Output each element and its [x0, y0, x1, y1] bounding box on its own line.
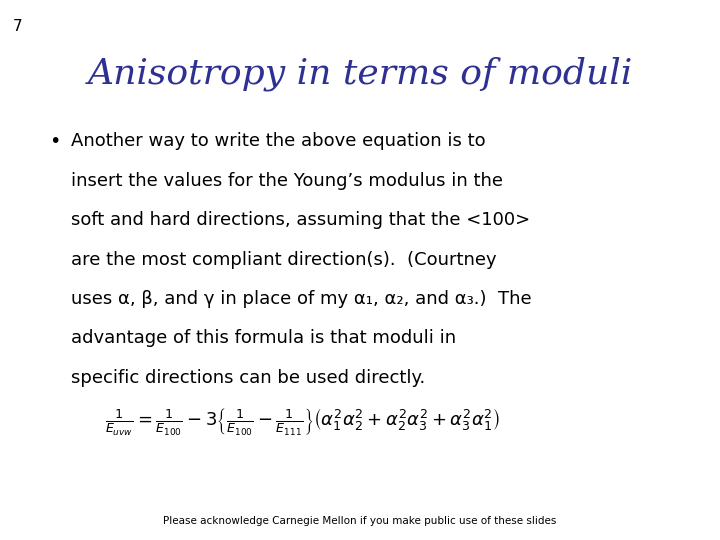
Text: Anisotropy in terms of moduli: Anisotropy in terms of moduli	[87, 57, 633, 91]
Text: Please acknowledge Carnegie Mellon if you make public use of these slides: Please acknowledge Carnegie Mellon if yo…	[163, 516, 557, 526]
Text: soft and hard directions, assuming that the <100>: soft and hard directions, assuming that …	[71, 211, 530, 229]
Text: Another way to write the above equation is to: Another way to write the above equation …	[71, 132, 485, 150]
Text: are the most compliant direction(s).  (Courtney: are the most compliant direction(s). (Co…	[71, 251, 496, 268]
Text: uses α, β, and γ in place of my α₁, α₂, and α₃.)  The: uses α, β, and γ in place of my α₁, α₂, …	[71, 290, 531, 308]
Text: 7: 7	[13, 19, 22, 34]
Text: insert the values for the Young’s modulus in the: insert the values for the Young’s modulu…	[71, 172, 503, 190]
Text: advantage of this formula is that moduli in: advantage of this formula is that moduli…	[71, 329, 456, 347]
Text: specific directions can be used directly.: specific directions can be used directly…	[71, 369, 425, 387]
Text: •: •	[49, 132, 60, 151]
Text: $\frac{1}{E_{uvw}} = \frac{1}{E_{100}} - 3\left\{\frac{1}{E_{100}} - \frac{1}{E_: $\frac{1}{E_{uvw}} = \frac{1}{E_{100}} -…	[105, 406, 500, 437]
